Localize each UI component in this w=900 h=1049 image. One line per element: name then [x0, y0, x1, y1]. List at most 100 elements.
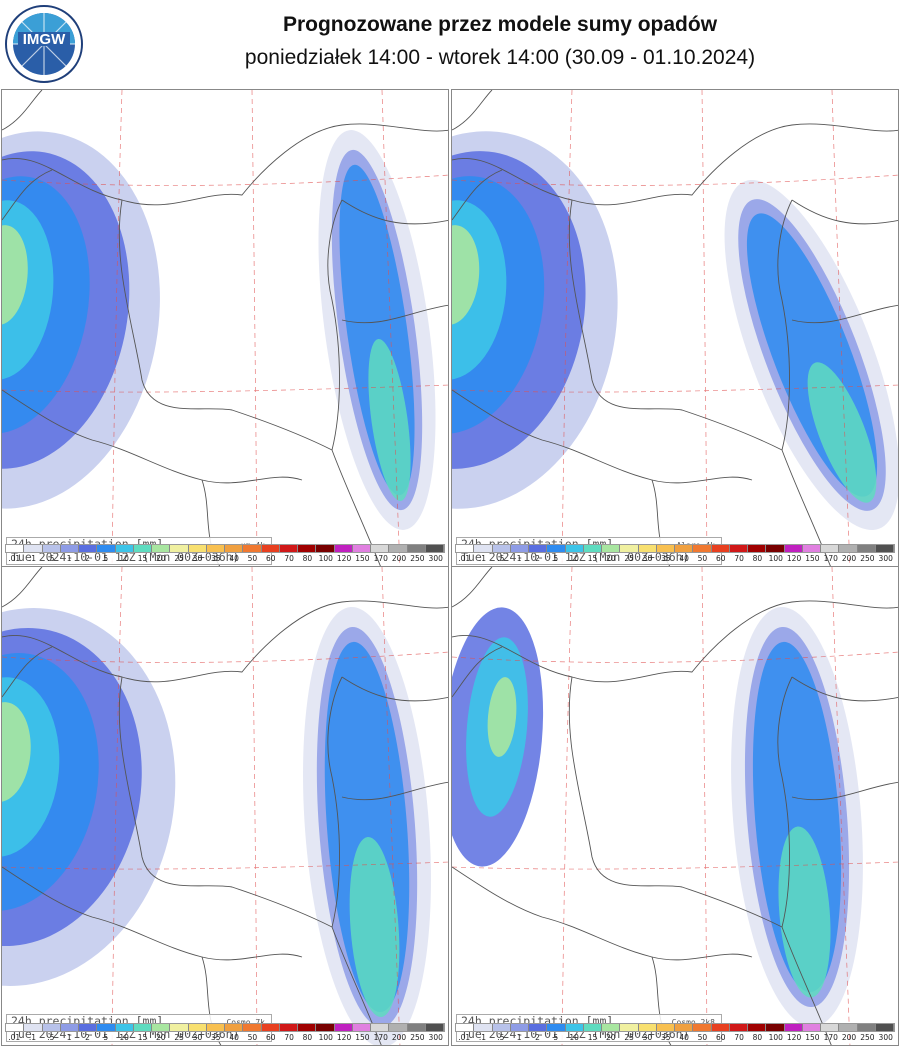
color-scale-label: 170 [373, 1033, 388, 1042]
color-scale-cell [565, 1024, 584, 1031]
color-scale-cell [875, 1024, 894, 1031]
color-scale-label: 25 [624, 554, 634, 563]
color-scale-cell [602, 1024, 621, 1031]
color-scale-cell [261, 545, 280, 552]
color-scale-cell [225, 1024, 244, 1031]
precip-area [452, 200, 507, 380]
color-scale-cell [60, 1024, 79, 1031]
precip-map [2, 567, 448, 1045]
color-scale-cell [748, 545, 767, 552]
color-scale-label: 100 [768, 554, 783, 563]
color-scale-cell [766, 1024, 785, 1031]
color-scale-legend: .01.1.5 1 2 5 10 15 20 25 30 35 40 50 60 70 80 100 120 15… [1, 544, 449, 563]
color-scale-label: .01 [8, 1033, 21, 1042]
color-scale-label: 10 [569, 554, 579, 563]
color-scale-label: 300 [878, 554, 893, 563]
map-panel-um4k: 24h precipitation [mm] um 4k Tue 2024-10… [1, 89, 449, 569]
color-scale-cell [425, 545, 444, 552]
color-scale-cell [24, 545, 43, 552]
precip-map [2, 90, 448, 568]
color-scale-label: 250 [410, 1033, 425, 1042]
color-scale-cell [802, 545, 821, 552]
color-scale-cell [279, 1024, 298, 1031]
color-scale-label: 30 [192, 554, 203, 563]
color-scale-cell [711, 1024, 730, 1031]
color-scale-label: 35 [211, 1033, 221, 1042]
color-scale-label: .01 [458, 554, 471, 563]
color-scale-label: 20 [606, 554, 616, 563]
color-scale-cells [455, 544, 895, 553]
color-scale-cell [225, 545, 244, 552]
color-scale-label: .01 [458, 1033, 471, 1042]
color-scale-cell [547, 545, 566, 552]
color-scale-cell [152, 1024, 171, 1031]
color-scale-cell [170, 545, 189, 552]
map-panel-cosmo2k8: 24h precipitation [mm] Cosmo 2k8 Tue 202… [451, 566, 899, 1046]
precip-area [368, 338, 411, 502]
color-scale-labels: .01.1.5 1 2 5 10 15 20 25 30 35 40 50 60 70 80 100 120 15… [5, 554, 445, 563]
country-borders [452, 567, 898, 1045]
color-scale-cell [875, 545, 894, 552]
color-scale-label: 120 [786, 1033, 802, 1042]
color-scale-cell [693, 545, 712, 552]
color-scale-cell [456, 1024, 475, 1031]
color-scale-cell [675, 1024, 694, 1031]
color-scale-cells [5, 544, 445, 553]
color-scale-cell [839, 1024, 858, 1031]
color-scale-cell [547, 1024, 566, 1031]
color-scale-label: 10 [119, 554, 129, 563]
precip-area [2, 200, 54, 380]
color-scale-label: 30 [192, 1033, 203, 1042]
color-scale-cell [188, 1024, 207, 1031]
color-scale-cell [316, 545, 335, 552]
color-scale-cell [620, 545, 639, 552]
color-scale-cell [857, 1024, 876, 1031]
color-scale-cell [243, 545, 262, 552]
precip-area [2, 677, 60, 857]
color-scale-label: 150 [355, 554, 370, 563]
color-scale-label: .1 [28, 1033, 37, 1042]
page-subtitle: poniedziałek 14:00 - wtorek 14:00 (30.09… [244, 46, 756, 69]
precip-map [452, 567, 898, 1045]
color-scale-label: 5 [103, 1033, 109, 1042]
color-scale-label: .5 [497, 554, 505, 563]
color-scale-cell [298, 545, 317, 552]
color-scale-cell [115, 1024, 134, 1031]
color-scale-label: 80 [302, 554, 313, 563]
color-scale-cell [784, 545, 803, 552]
color-scale-cell [261, 1024, 280, 1031]
map-panel-alaro4k: 24h precipitation [mm] Alaro 4k Tue 2024… [451, 89, 899, 569]
lat-lon-grid [2, 567, 448, 1045]
color-scale-label: 150 [805, 554, 820, 563]
color-scale-cell [389, 545, 408, 552]
color-scale-label: 1 [516, 554, 522, 563]
panel-model-label: Cosmo 2k8 [671, 1018, 715, 1027]
color-scale-cell [821, 545, 840, 552]
page-title: Prognozowane przez modele sumy opadów [282, 13, 718, 36]
color-scale-cell [407, 545, 426, 552]
color-scale-label: 2 [85, 1033, 90, 1042]
color-scale-cell [675, 545, 694, 552]
color-scale-label: .01 [8, 554, 21, 563]
color-scale-label: 50 [697, 554, 708, 563]
color-scale-cell [456, 545, 475, 552]
color-scale-label: 10 [569, 1033, 579, 1042]
color-scale-label: 25 [174, 1033, 184, 1042]
color-scale-label: 15 [137, 554, 148, 563]
precip-area [778, 826, 831, 998]
color-scale-label: .1 [478, 1033, 487, 1042]
color-scale-labels: .01.1.5 1 2 5 10 15 20 25 30 35 40 50 60 70 80 100 120 15… [455, 554, 895, 563]
color-scale-cell [206, 1024, 225, 1031]
color-scale-cell [656, 1024, 675, 1031]
color-scale-label: 120 [336, 554, 352, 563]
color-scale-cell [42, 1024, 61, 1031]
color-scale-label: 70 [734, 1033, 744, 1042]
color-scale-label: 35 [211, 554, 221, 563]
precip-map [452, 90, 898, 568]
color-scale-cell [529, 545, 548, 552]
color-scale-label: 35 [661, 1033, 671, 1042]
color-scale-label: 60 [715, 554, 726, 563]
color-scale-label: 15 [587, 554, 598, 563]
color-scale-cell [729, 545, 748, 552]
color-scale-label: 80 [752, 554, 763, 563]
